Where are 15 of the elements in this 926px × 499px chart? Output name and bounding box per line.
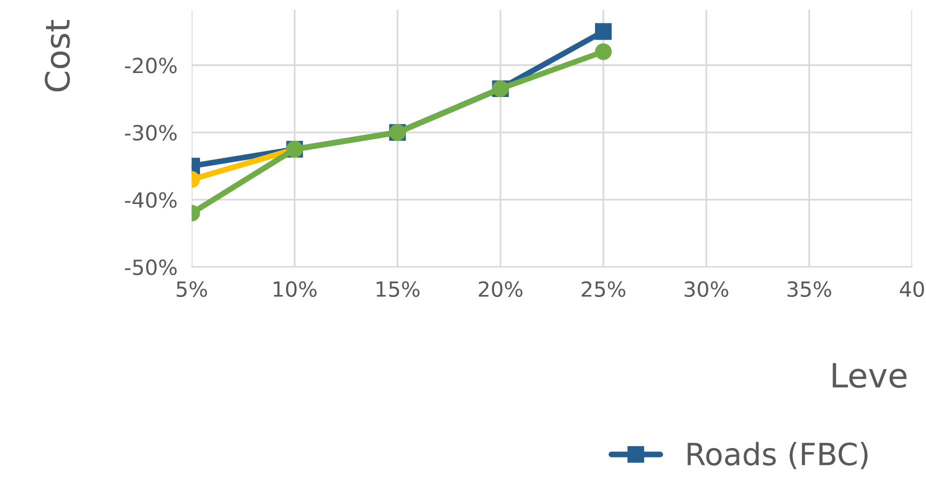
x-tick-label: 40 [900, 281, 924, 297]
x-tick-label: 30% [684, 281, 728, 297]
y-axis-title: Cost [44, 20, 70, 92]
x-tick-label: 25% [582, 281, 626, 297]
y-tick-label: -50% [124, 259, 177, 276]
y-tick-label: -30% [124, 124, 177, 141]
legend-label: Roads (FBC) [688, 442, 868, 470]
x-tick-label: 5% [176, 281, 208, 297]
x-tick-label: 10% [274, 281, 317, 297]
y-tick-label: -20% [124, 58, 177, 74]
x-axis-title: Leve [832, 363, 906, 388]
x-tick-label: 35% [788, 281, 832, 297]
x-tick-label: 20% [478, 281, 522, 297]
x-tick-label: 15% [376, 281, 420, 297]
y-tick-label: -40% [124, 192, 177, 208]
